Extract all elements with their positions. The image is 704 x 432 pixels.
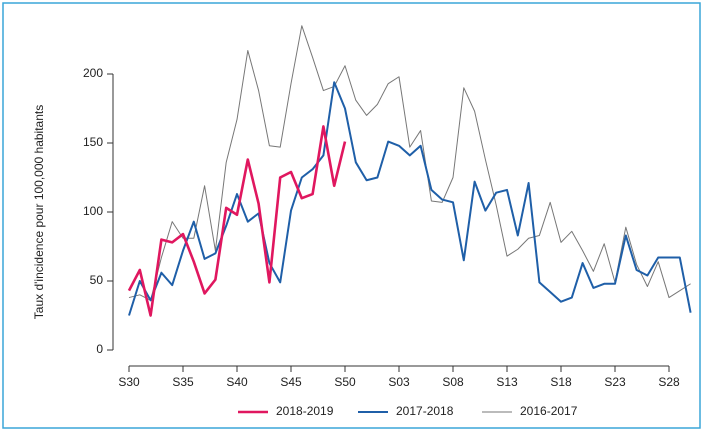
- y-tick-label: 0: [96, 342, 103, 356]
- x-tick-label: S45: [280, 375, 302, 389]
- y-tick-label: 150: [83, 135, 103, 149]
- y-tick-label: 50: [90, 273, 104, 287]
- x-tick-label: S30: [118, 375, 140, 389]
- x-tick-label: S18: [550, 375, 572, 389]
- series-line: [127, 125, 347, 317]
- x-tick-label: S35: [172, 375, 194, 389]
- x-tick-label: S28: [658, 375, 680, 389]
- x-tick-label: S13: [496, 375, 518, 389]
- series-line: [128, 25, 691, 301]
- x-tick-label: S08: [442, 375, 464, 389]
- x-tick-label: S50: [334, 375, 356, 389]
- y-tick-label: 100: [83, 204, 103, 218]
- x-tick-label: S23: [604, 375, 626, 389]
- legend-label: 2017-2018: [396, 404, 454, 418]
- x-tick-label: S40: [226, 375, 248, 389]
- legend-label: 2016-2017: [520, 404, 578, 418]
- legend-label: 2018-2019: [276, 404, 334, 418]
- y-tick-label: 200: [83, 66, 103, 80]
- x-tick-label: S03: [388, 375, 410, 389]
- y-axis-label: Taux d'incidence pour 100,000 habitants: [32, 105, 46, 319]
